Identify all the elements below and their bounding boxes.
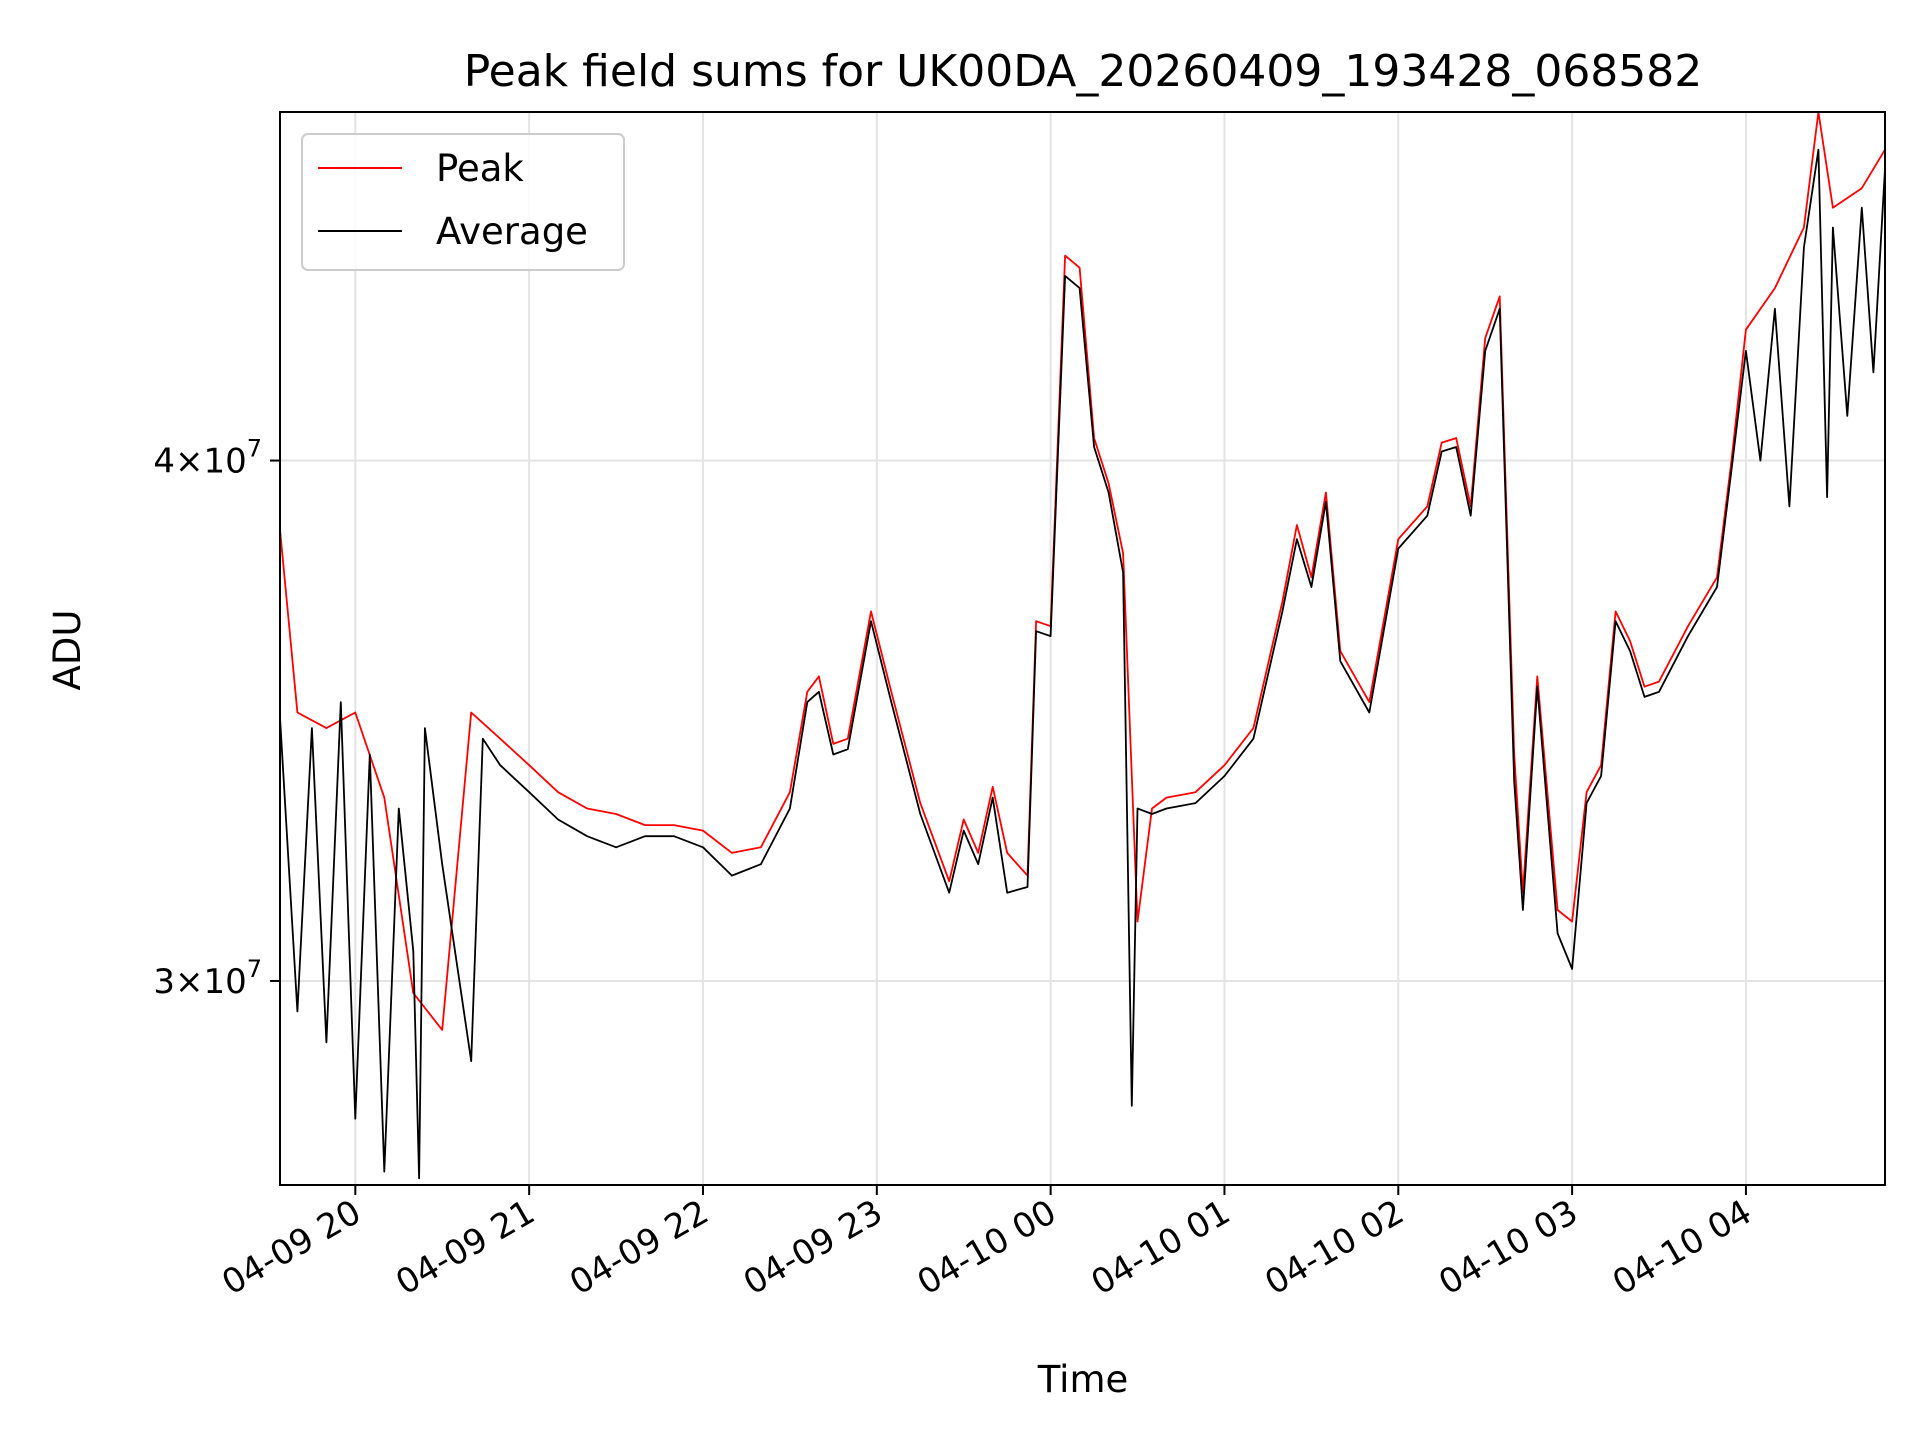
series-line-average: [279, 148, 1886, 1180]
y-axis-label: ADU: [46, 610, 89, 691]
y-tick-label: 4×107: [153, 435, 262, 482]
plot-frame: [279, 111, 1886, 1186]
series-line-peak: [279, 111, 1886, 1031]
legend: Peak Average: [301, 133, 625, 271]
grid: [280, 112, 1885, 1185]
legend-label-average: Average: [436, 210, 588, 253]
y-tick-label: 3×107: [153, 955, 262, 1002]
y-axis-ticks: 3×107 4×107: [153, 435, 280, 1002]
legend-label-peak: Peak: [436, 147, 524, 190]
chart-title: Peak field sums for UK00DA_20260409_1934…: [464, 46, 1703, 97]
series-lines: [279, 111, 1886, 1180]
x-axis-label: Time: [1037, 1358, 1129, 1401]
